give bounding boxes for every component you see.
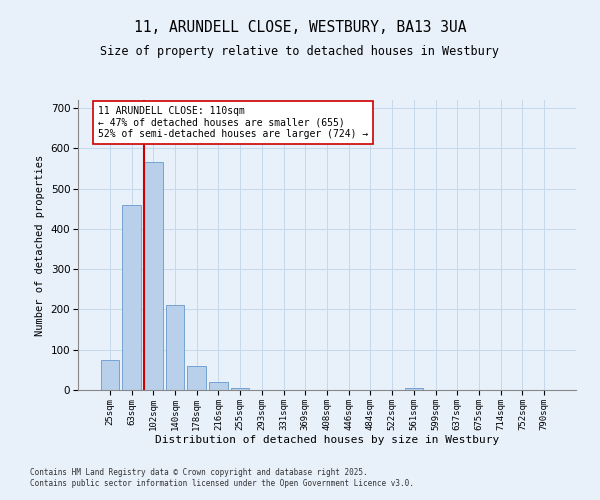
Text: 11, ARUNDELL CLOSE, WESTBURY, BA13 3UA: 11, ARUNDELL CLOSE, WESTBURY, BA13 3UA [134, 20, 466, 35]
Bar [101, 360, 119, 390]
X-axis label: Distribution of detached houses by size in Westbury: Distribution of detached houses by size … [155, 436, 499, 446]
Bar [166, 306, 184, 390]
Text: 11 ARUNDELL CLOSE: 110sqm
← 47% of detached houses are smaller (655)
52% of semi: 11 ARUNDELL CLOSE: 110sqm ← 47% of detac… [98, 106, 368, 139]
Y-axis label: Number of detached properties: Number of detached properties [35, 154, 45, 336]
Bar [404, 388, 423, 390]
Bar [209, 382, 227, 390]
Bar [187, 366, 206, 390]
Bar [231, 388, 250, 390]
Text: Size of property relative to detached houses in Westbury: Size of property relative to detached ho… [101, 45, 499, 58]
Text: Contains HM Land Registry data © Crown copyright and database right 2025.
Contai: Contains HM Land Registry data © Crown c… [30, 468, 414, 487]
Bar [122, 204, 141, 390]
Bar [144, 162, 163, 390]
